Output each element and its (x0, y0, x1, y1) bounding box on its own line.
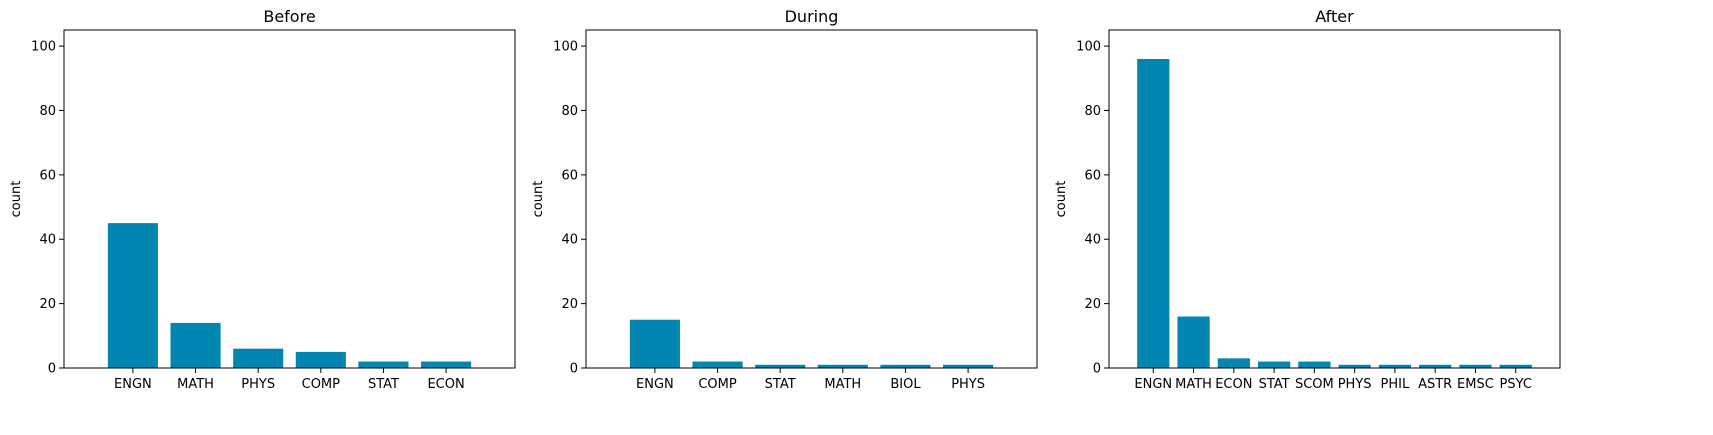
x-tick-label-emsc: EMSC (1457, 377, 1494, 392)
chart-title: During (785, 7, 839, 26)
bar-math (1177, 316, 1210, 368)
y-tick-label: 60 (561, 168, 578, 183)
x-tick-label-engn: ENGN (636, 377, 674, 392)
x-tick-label-psyc: PSYC (1500, 377, 1532, 392)
bar-engn (1137, 58, 1170, 368)
x-tick-label-phys: PHYS (951, 377, 985, 392)
bar-math (170, 322, 221, 368)
chart-title: After (1315, 7, 1354, 26)
y-tick-label: 60 (1084, 168, 1101, 183)
x-tick-label-astr: ASTR (1418, 377, 1452, 392)
y-tick-label: 80 (1084, 104, 1101, 119)
y-tick-label: 0 (1093, 362, 1101, 377)
bar-astr (1419, 364, 1452, 368)
x-tick-label-phys: PHYS (241, 377, 275, 392)
y-tick-label: 100 (553, 40, 578, 55)
bar-comp (692, 361, 743, 368)
y-axis-label: count (1054, 181, 1069, 218)
bar-phil (1378, 364, 1411, 368)
x-tick-label-biol: BIOL (890, 377, 921, 392)
bar-stat (755, 364, 806, 368)
y-tick-label: 20 (561, 297, 578, 312)
x-tick-label-engn: ENGN (114, 377, 152, 392)
y-tick-label: 100 (31, 40, 56, 55)
bar-engn (107, 223, 158, 368)
x-tick-label-math: MATH (177, 377, 214, 392)
bar-psyc (1499, 364, 1532, 368)
y-tick-label: 80 (39, 104, 56, 119)
bar-scom (1298, 361, 1331, 368)
bar-econ (1217, 358, 1250, 368)
axes-frame (585, 29, 1038, 369)
x-tick-label-econ: ECON (427, 377, 464, 392)
y-tick-label: 40 (561, 233, 578, 248)
bar-engn (629, 319, 680, 368)
x-tick-label-math: MATH (824, 377, 861, 392)
bar-econ (421, 361, 472, 368)
bar-phys (1338, 364, 1371, 368)
y-tick-label: 40 (39, 233, 56, 248)
bar-stat (1257, 361, 1291, 368)
x-tick-label-engn: ENGN (1134, 377, 1172, 392)
subplot-after: 0 20 40 60 80 100 ENGN MATH ECON STAT SCOM PHYS PHIL… (1054, 7, 1561, 392)
x-tick-label-phys: PHYS (1338, 377, 1372, 392)
x-tick-label-scom: SCOM (1295, 377, 1334, 392)
bar-math (817, 364, 868, 368)
x-tick-label-econ: ECON (1215, 377, 1252, 392)
x-tick-label-comp: COMP (698, 377, 737, 392)
bar-phys (943, 364, 994, 368)
bar-phys (233, 348, 284, 368)
x-tick-label-comp: COMP (302, 377, 341, 392)
y-tick-label: 100 (1076, 40, 1101, 55)
y-tick-label: 80 (561, 104, 578, 119)
y-axis-label: count (531, 181, 546, 218)
chart-title: Before (263, 7, 315, 26)
x-tick-label-phil: PHIL (1381, 377, 1410, 392)
y-tick-label: 0 (48, 362, 56, 377)
axes-frame (63, 29, 516, 369)
y-tick-label: 20 (39, 297, 56, 312)
x-tick-label-stat: STAT (368, 377, 399, 392)
y-tick-label: 40 (1084, 233, 1101, 248)
axes-frame (1108, 29, 1561, 369)
x-tick-label-stat: STAT (765, 377, 796, 392)
y-tick-label: 60 (39, 168, 56, 183)
subplot-during: 0 20 40 60 80 100 ENGN COMP STAT MATH BIOL PHYS Duri… (531, 7, 1038, 392)
bar-emsc (1459, 364, 1492, 368)
y-tick-label: 20 (1084, 297, 1101, 312)
x-tick-label-math: MATH (1175, 377, 1212, 392)
subplot-before: 0 20 40 60 80 100 ENGN MATH PHYS COMP STAT ECON Befo… (9, 7, 516, 392)
bar-stat (358, 361, 409, 368)
y-tick-label: 0 (570, 362, 578, 377)
x-tick-label-stat: STAT (1259, 377, 1290, 392)
y-axis-label: count (9, 181, 24, 218)
bar-biol (880, 364, 931, 368)
bar-comp (295, 351, 346, 368)
